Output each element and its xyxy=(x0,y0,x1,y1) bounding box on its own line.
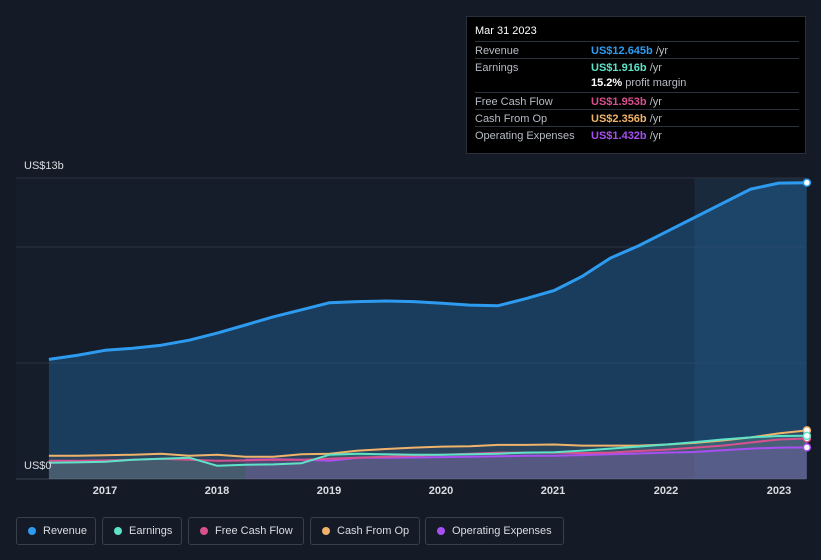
revenue-end-marker xyxy=(802,178,812,187)
revenue-line xyxy=(48,181,807,361)
earnings-line xyxy=(48,434,807,467)
tooltip-row-operating-expenses: Operating Expenses US$1.432b /yr xyxy=(475,126,799,144)
operating-expenses-line xyxy=(245,446,807,462)
tooltip-row-revenue: Revenue US$12.645b /yr xyxy=(475,41,799,59)
tooltip-label: Revenue xyxy=(475,45,520,57)
tooltip-row-cash-from-op: Cash From Op US$2.356b /yr xyxy=(475,109,799,127)
tooltip-value: US$2.356b /yr xyxy=(591,113,662,125)
operating-expenses-end-marker xyxy=(802,443,812,452)
highlight-region xyxy=(694,178,806,479)
legend-label: Operating Expenses xyxy=(452,525,552,537)
free-cash-flow-dot-icon xyxy=(200,527,208,535)
revenue-area xyxy=(48,182,807,479)
free-cash-flow-area xyxy=(48,438,807,479)
x-tick-2017: 2017 xyxy=(92,485,118,497)
revenue-dot-icon xyxy=(28,527,36,535)
x-tick-2018: 2018 xyxy=(204,485,230,497)
tooltip-date: Mar 31 2023 xyxy=(475,25,537,37)
legend-item-free-cash-flow[interactable]: Free Cash Flow xyxy=(188,517,304,545)
tooltip-label: Operating Expenses xyxy=(475,130,575,142)
tooltip-value: US$1.432b /yr xyxy=(591,130,662,142)
legend-label: Cash From Op xyxy=(337,525,410,537)
legend-label: Earnings xyxy=(129,525,173,537)
legend-item-operating-expenses[interactable]: Operating Expenses xyxy=(425,517,564,545)
tooltip-profit-margin: 15.2% profit margin xyxy=(591,77,687,89)
x-tick-2021: 2021 xyxy=(540,485,566,497)
data-tooltip: Mar 31 2023 Revenue US$12.645b /yr Earni… xyxy=(466,16,806,154)
legend-item-cash-from-op[interactable]: Cash From Op xyxy=(310,517,420,545)
y-axis-min-label: US$0 xyxy=(24,460,52,472)
legend-label: Free Cash Flow xyxy=(215,525,293,537)
earnings-dot-icon xyxy=(114,527,122,535)
legend-label: Revenue xyxy=(43,525,88,537)
tooltip-value: US$1.953b /yr xyxy=(591,96,662,108)
x-tick-2023: 2023 xyxy=(766,485,792,497)
operating-expenses-dot-icon xyxy=(437,527,445,535)
x-tick-2019: 2019 xyxy=(316,485,342,497)
legend-item-revenue[interactable]: Revenue xyxy=(16,517,96,545)
cash-from-op-dot-icon xyxy=(322,527,330,535)
tooltip-value: US$1.916b /yr xyxy=(591,62,662,74)
operating-expenses-area xyxy=(245,447,807,479)
tooltip-value: US$12.645b /yr xyxy=(591,45,669,57)
x-tick-2022: 2022 xyxy=(653,485,679,497)
x-tick-2020: 2020 xyxy=(428,485,454,497)
tooltip-label: Cash From Op xyxy=(475,113,548,125)
y-axis-max-label: US$13b xyxy=(24,160,64,172)
tooltip-label: Earnings xyxy=(475,62,519,74)
tooltip-row-earnings: Earnings US$1.916b /yr xyxy=(475,58,799,76)
legend-item-earnings[interactable]: Earnings xyxy=(102,517,182,545)
earnings-end-marker xyxy=(802,431,812,441)
tooltip-label: Free Cash Flow xyxy=(475,96,553,108)
tooltip-row-free-cash-flow: Free Cash Flow US$1.953b /yr xyxy=(475,92,799,110)
